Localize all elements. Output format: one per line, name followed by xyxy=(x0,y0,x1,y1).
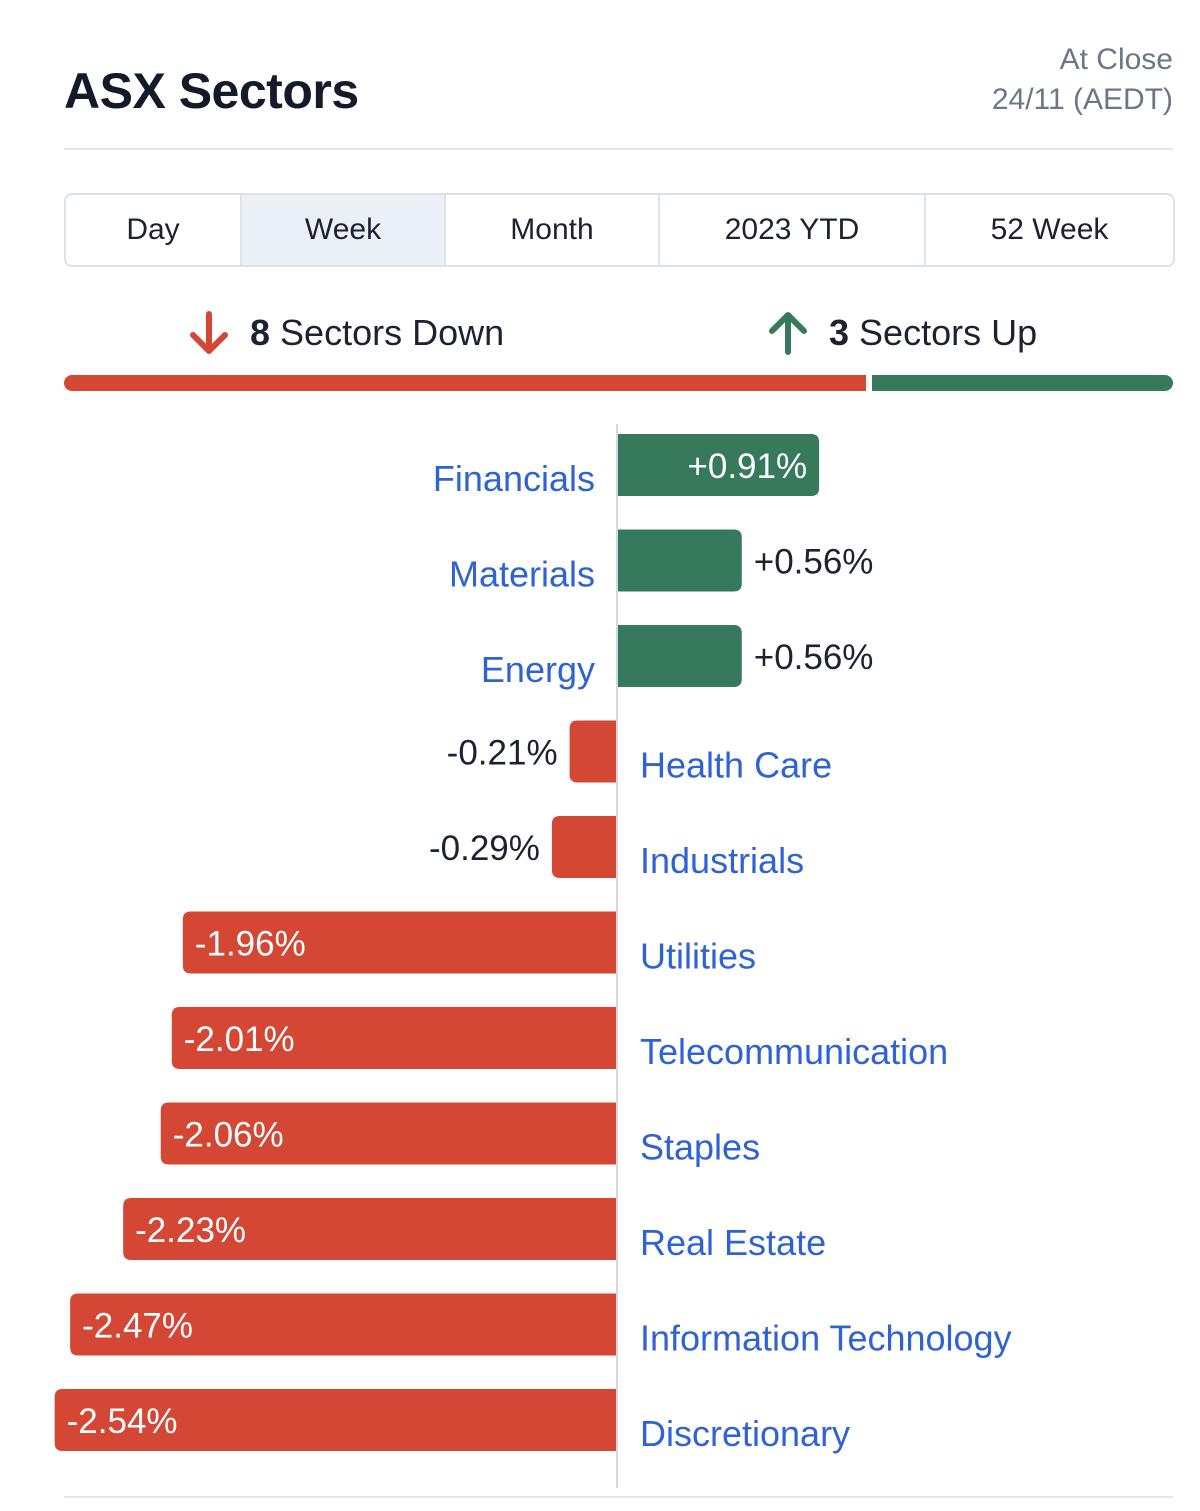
sector-name-link[interactable]: Health Care xyxy=(640,745,832,786)
tab-day[interactable]: Day xyxy=(66,195,242,265)
sector-row[interactable]: +0.56% Materials xyxy=(449,529,874,595)
sector-row[interactable]: +0.91% Financials xyxy=(433,434,820,499)
sector-bar xyxy=(54,1389,617,1451)
sector-bar xyxy=(618,434,820,496)
sector-bar xyxy=(123,1198,617,1260)
sector-row[interactable]: -2.06% Staples xyxy=(160,1102,760,1168)
sector-bar xyxy=(569,720,616,783)
tab-week[interactable]: Week xyxy=(242,195,446,265)
sector-value: -2.54% xyxy=(67,1402,178,1441)
close-date: 24/11 (AEDT) xyxy=(991,83,1173,116)
sector-bar-chart: +0.91% Financials +0.56% Materials +0.56% Ene… xyxy=(54,424,1012,1488)
tab-2023-ytd[interactable]: 2023 YTD xyxy=(660,195,926,265)
sector-value: +0.56% xyxy=(754,543,874,582)
sector-value: -2.01% xyxy=(184,1020,295,1059)
sector-value: +0.56% xyxy=(754,638,874,677)
sector-bar xyxy=(160,1102,617,1165)
sector-row[interactable]: -1.96% Utilities xyxy=(182,911,756,977)
sector-name-link[interactable]: Financials xyxy=(433,458,595,499)
sectors-up-summary: 3 Sectors Up xyxy=(767,310,1037,356)
sector-row[interactable]: -0.21% Health Care xyxy=(447,720,832,786)
sector-row[interactable]: -2.47% Information Technology xyxy=(70,1293,1012,1359)
header-divider xyxy=(64,148,1173,150)
sector-value: -0.21% xyxy=(447,734,558,773)
sector-name-link[interactable]: Real Estate xyxy=(640,1222,826,1263)
sector-bar xyxy=(618,529,742,592)
sector-name-link[interactable]: Energy xyxy=(481,649,595,690)
sector-name-link[interactable]: Materials xyxy=(449,554,595,595)
sector-bar xyxy=(551,816,616,878)
sectors-down-count: 8 xyxy=(250,312,271,353)
sector-value: -1.96% xyxy=(195,925,306,964)
sector-row[interactable]: -2.01% Telecommunication xyxy=(171,1007,948,1072)
sector-value: +0.91% xyxy=(687,447,807,486)
arrow-up-icon xyxy=(769,312,807,355)
sector-ratio-bar xyxy=(64,375,1173,391)
sectors-up-count: 3 xyxy=(829,312,850,353)
sector-bar xyxy=(70,1293,616,1356)
sectors-up-label: Sectors Up xyxy=(859,312,1038,353)
sectors-down-label: Sectors Down xyxy=(280,312,505,353)
sector-value: -2.23% xyxy=(135,1211,246,1250)
sector-bar xyxy=(182,911,616,974)
ratio-down-segment xyxy=(64,375,866,391)
sector-row[interactable]: -2.54% Discretionary xyxy=(54,1389,850,1454)
period-tabs: Day Week Month 2023 YTD 52 Week xyxy=(64,193,1175,267)
sector-name-link[interactable]: Staples xyxy=(640,1127,760,1168)
sector-name-link[interactable]: Information Technology xyxy=(640,1318,1012,1359)
sector-name-link[interactable]: Industrials xyxy=(640,840,804,881)
footer-divider xyxy=(64,1496,1173,1498)
sector-row[interactable]: +0.56% Energy xyxy=(481,625,874,690)
ratio-up-segment xyxy=(872,375,1173,391)
sector-value: -2.47% xyxy=(82,1307,193,1346)
tab-52-week[interactable]: 52 Week xyxy=(990,213,1109,246)
close-info: At Close 24/11 (AEDT) xyxy=(992,40,1173,120)
sector-row[interactable]: -2.23% Real Estate xyxy=(123,1198,826,1263)
sector-name-link[interactable]: Telecommunication xyxy=(640,1031,948,1072)
sector-name-link[interactable]: Utilities xyxy=(640,936,756,977)
sector-value: -2.06% xyxy=(173,1116,284,1155)
arrow-down-icon xyxy=(190,311,228,354)
sector-row[interactable]: -0.29% Industrials xyxy=(429,816,804,881)
sector-name-link[interactable]: Discretionary xyxy=(640,1413,850,1454)
page-title: ASX Sectors xyxy=(64,63,359,119)
close-status: At Close xyxy=(1059,43,1173,76)
sector-bar xyxy=(618,625,742,687)
tab-month[interactable]: Month xyxy=(446,195,660,265)
sector-value: -0.29% xyxy=(429,829,540,868)
sectors-down-summary: 8 Sectors Down xyxy=(188,310,504,356)
sector-bar xyxy=(171,1007,617,1069)
